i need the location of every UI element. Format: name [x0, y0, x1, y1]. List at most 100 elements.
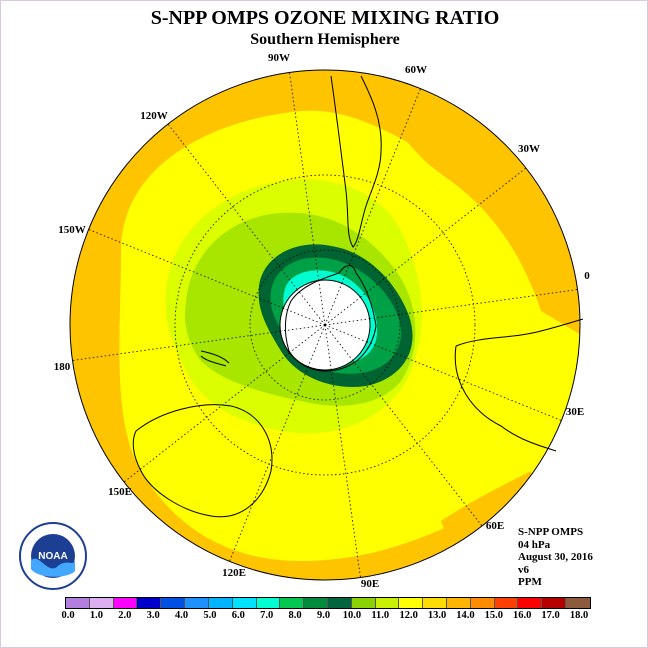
colorbar-tick-label: 1.0	[89, 610, 103, 621]
longitude-labels: 0 30E 60E 90E 120E 150E 180 150W 120W 90W 60W 30W	[54, 52, 591, 590]
polar-spoke	[324, 324, 354, 361]
colorbar-swatch	[280, 598, 305, 608]
meridian-line	[369, 289, 578, 320]
meridian-line	[360, 167, 527, 298]
colorbar-swatch	[185, 598, 209, 608]
meridian-line	[72, 330, 281, 361]
longitude-label: 90E	[361, 578, 379, 590]
colorbar-tick-label: 14.0	[456, 610, 475, 621]
colorbar-swatch	[423, 598, 447, 608]
new-zealand-coast	[200, 350, 230, 367]
pressure-level: 04 hPa	[518, 538, 551, 551]
colorbar-tick-label: 18.0	[569, 610, 589, 621]
meridian-line	[341, 88, 421, 284]
longitude-label: 90W	[268, 52, 290, 64]
longitude-label: 30E	[566, 406, 584, 418]
colorbar-tick-label: 16.0	[513, 610, 532, 621]
longitude-label: 150E	[108, 486, 132, 498]
polar-spoke	[324, 324, 367, 343]
colorbar-tick-label: 12.0	[399, 610, 418, 621]
latitude-circle	[249, 249, 401, 401]
colorbar-swatch	[304, 598, 328, 608]
colorbar-swatch	[518, 598, 543, 608]
meridian-line	[352, 360, 483, 527]
colorbar-swatch	[351, 598, 376, 608]
info-panel: S-NPP OMPS 04 hPa August 30, 2016 v6 PPM	[518, 526, 593, 589]
colorbar-swatch	[256, 598, 281, 608]
colorbar-tick-label: 17.0	[541, 610, 560, 621]
australia-coast	[132, 404, 273, 518]
colorbar-tick-label: 13.0	[427, 610, 447, 621]
colorbar-swatch	[113, 598, 138, 608]
meridian-line	[330, 369, 361, 578]
ozone-field-14-15-ne	[381, 91, 580, 341]
colorbar-swatch	[399, 598, 424, 608]
colorbar-swatch	[542, 598, 567, 608]
colorbar	[65, 597, 591, 609]
colorbar-tick-label: 7.0	[260, 610, 274, 621]
colorbar-swatch	[447, 598, 471, 608]
meridian-line	[123, 352, 290, 483]
longitude-label: 180	[54, 361, 71, 373]
polar-spoke	[283, 307, 326, 326]
colorbar-tick-label: 8.0	[288, 610, 302, 621]
map-boundary	[69, 69, 581, 581]
meridian-line	[167, 123, 298, 290]
colorbar-swatch	[470, 598, 495, 608]
colorbar-tick-label: 2.0	[118, 610, 132, 621]
polar-spoke	[324, 296, 361, 326]
south-america-coast	[330, 75, 382, 248]
page-subtitle: Southern Hemisphere	[250, 31, 400, 48]
svg-text:NOAA: NOAA	[38, 551, 67, 562]
graticule	[72, 72, 578, 578]
colorbar-tick-label: 3.0	[146, 610, 160, 621]
colorbar-swatch	[208, 598, 233, 608]
colorbar-swatch	[327, 598, 352, 608]
colorbar-swatch	[137, 598, 162, 608]
colorbar-tick-label: 4.0	[174, 610, 189, 621]
observation-date: August 30, 2016	[518, 551, 593, 563]
polar-spoke	[324, 283, 343, 326]
colorbar-swatch	[89, 598, 114, 608]
meridian-line	[88, 229, 284, 309]
colorbar-labels: 0.0 1.0 2.0 3.0 4.0 5.0 6.0 7.0 8.0 9.0 10.0 11.0 12…	[1, 610, 647, 624]
longitude-label: 150W	[58, 224, 86, 236]
polar-spoke	[296, 289, 326, 326]
colorbar-tick-label: 6.0	[231, 610, 245, 621]
longitude-label: 30W	[518, 143, 540, 155]
noaa-logo: NOAA	[19, 522, 87, 590]
colorbar-swatch	[232, 598, 257, 608]
units-label: PPM	[518, 576, 542, 588]
colorbar-tick-label: 5.0	[203, 610, 217, 621]
polar-spoke	[324, 324, 332, 370]
colorbar-swatch	[66, 598, 90, 608]
polar-spoke	[289, 324, 326, 354]
page-title: S-NPP OMPS OZONE MIXING RATIO	[150, 7, 500, 29]
polar-spoke	[307, 324, 326, 367]
meridian-line	[229, 366, 309, 562]
colorbar-swatch	[375, 598, 400, 608]
polar-spoke	[280, 324, 326, 332]
product-version: v6	[518, 563, 529, 576]
meridian-line	[289, 72, 320, 281]
colorbar-tick-label: 15.0	[484, 610, 504, 621]
colorbar-tick-label: 9.0	[316, 610, 331, 621]
colorbar-tick-label: 0.0	[61, 610, 75, 621]
meridian-line	[366, 341, 562, 421]
instrument-name: S-NPP OMPS	[518, 526, 584, 538]
latitude-circle	[174, 174, 476, 476]
colorbar-swatch	[566, 598, 590, 608]
colorbar-tick-label: 10.0	[342, 610, 362, 621]
colorbar-swatch	[161, 598, 186, 608]
colorbar-tick-label: 11.0	[371, 610, 390, 621]
longitude-label: 120W	[140, 110, 168, 122]
longitude-label: 120E	[222, 567, 246, 579]
africa-coast	[454, 318, 584, 452]
longitude-label: 60W	[405, 64, 427, 76]
longitude-label: 60E	[486, 520, 504, 532]
antarctica-coast	[284, 265, 377, 372]
coastlines	[132, 75, 584, 518]
polar-spoke	[318, 280, 326, 326]
